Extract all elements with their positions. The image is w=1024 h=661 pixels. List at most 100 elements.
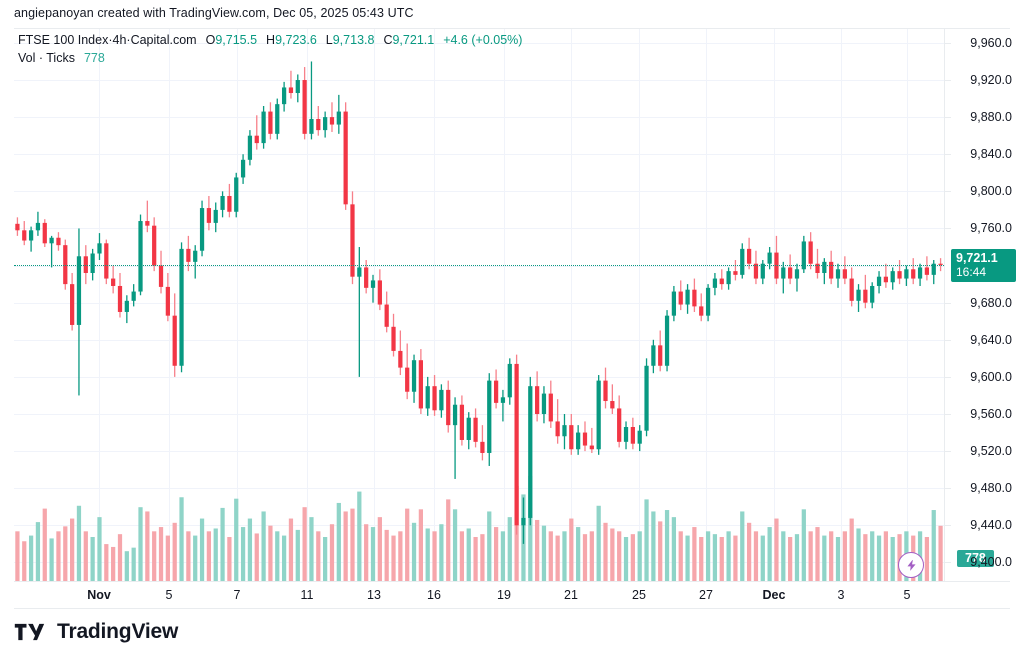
volume-bar (377, 517, 382, 581)
volume-bar (268, 525, 273, 581)
volume-bar (822, 535, 827, 581)
candle-body (822, 261, 827, 273)
price-axis-label: 9,440.0 (970, 518, 1012, 533)
volume-bar (97, 517, 102, 581)
volume-bar (459, 531, 465, 581)
volume-bar (398, 531, 403, 581)
candle-body (240, 159, 246, 178)
volume-bar (261, 511, 266, 581)
price-axis-tick (945, 451, 951, 453)
candle-body (870, 285, 875, 303)
volume-bar (555, 535, 560, 581)
time-axis[interactable]: Nov 5 7 11 13 16 19 21 25 27 Dec 3 5 (14, 581, 1010, 609)
candle-body (569, 425, 574, 450)
chart-plot-area[interactable] (14, 29, 944, 581)
legend-open-value: 9,715.5 (215, 33, 258, 47)
candle-body (726, 271, 731, 285)
legend-volume-row[interactable]: Vol · Ticks 778 (18, 51, 522, 66)
price-axis-tick (945, 339, 951, 341)
price-axis-tick (945, 117, 951, 119)
candle-body (104, 243, 109, 279)
price-axis[interactable]: 9,721.1 16:44 778 9,960.0 9,920.0 9,880.0 9… (944, 29, 1024, 581)
candle-body (541, 393, 547, 415)
price-axis-label: 9,960.0 (970, 35, 1012, 50)
candle-body (268, 111, 273, 134)
volume-bar (883, 531, 888, 581)
volume-bar (179, 497, 184, 581)
volume-bar (28, 535, 34, 581)
time-axis-label: 7 (233, 588, 241, 602)
candle-body (589, 445, 594, 450)
volume-bar (815, 527, 820, 581)
candlestick-series (15, 61, 943, 581)
price-axis-tick (945, 525, 951, 527)
candle-wick (734, 260, 737, 281)
volume-bar (671, 517, 677, 581)
legend-symbol-row[interactable]: FTSE 100 Index · 4h · Capital.com O9,715… (18, 33, 522, 48)
candle-body (309, 118, 314, 134)
candle-body (835, 269, 841, 279)
time-axis-label: Dec (762, 588, 786, 602)
candle-body (781, 267, 786, 279)
lightning-bolt-icon[interactable] (898, 552, 924, 578)
volume-bar (753, 531, 759, 581)
volume-bar (794, 534, 800, 581)
volume-bar (316, 531, 321, 581)
volume-bar (808, 531, 813, 581)
gridline-vertical (237, 29, 238, 581)
candle-body (15, 223, 20, 231)
volume-bar (131, 547, 136, 581)
candle-body (692, 289, 697, 307)
candle-wick (454, 397, 456, 479)
volume-bar (323, 537, 328, 581)
gridline-horizontal (14, 451, 944, 453)
legend-close-value: 9,721.1 (392, 33, 435, 47)
price-axis-tick (945, 562, 951, 564)
gridline-vertical (774, 29, 775, 581)
volume-bar (740, 511, 745, 581)
time-axis-label: 5 (165, 588, 173, 602)
legend-symbol[interactable]: FTSE 100 Index (18, 33, 109, 47)
gridline-vertical (374, 29, 375, 581)
volume-badge[interactable]: 778 (957, 550, 994, 567)
volume-bar (603, 522, 608, 581)
volume-bar (254, 533, 259, 581)
volume-bar (186, 531, 191, 581)
volume-bar (876, 535, 882, 581)
volume-bar (726, 531, 731, 581)
volume-bar (658, 521, 663, 581)
current-price-badge[interactable]: 9,721.1 16:44 (951, 248, 1016, 282)
legend-interval[interactable]: 4h (112, 33, 127, 47)
volume-bar (42, 508, 47, 581)
candle-body (288, 87, 294, 94)
gridline-horizontal (14, 339, 944, 341)
volume-bar (336, 502, 341, 581)
volume-bar (391, 535, 396, 581)
gridline-vertical (307, 29, 308, 581)
candle-body (610, 401, 615, 409)
price-axis-tick (945, 80, 951, 82)
price-axis-label: 9,480.0 (970, 481, 1012, 496)
volume-bar (234, 498, 239, 581)
gridline-vertical (99, 29, 100, 581)
volume-bar (719, 537, 724, 581)
candle-body (343, 111, 348, 205)
volume-bar (165, 535, 170, 581)
volume-bar (774, 518, 779, 581)
price-axis-label: 9,600.0 (970, 369, 1012, 384)
tradingview-footer: TradingView (14, 620, 178, 644)
time-axis-label: 3 (837, 588, 845, 602)
candle-body (651, 345, 656, 366)
candle-body (699, 306, 704, 316)
time-axis-label: 13 (367, 588, 381, 602)
volume-bar (124, 551, 129, 581)
candle-wick (611, 384, 613, 415)
candle-body (377, 280, 382, 305)
price-axis-tick (945, 376, 951, 378)
legend-separator-2: · (126, 33, 131, 47)
volume-bar (295, 529, 300, 581)
candle-body (145, 221, 150, 226)
candle-body (165, 286, 170, 316)
volume-bar (138, 507, 143, 581)
candle-body (158, 265, 164, 287)
